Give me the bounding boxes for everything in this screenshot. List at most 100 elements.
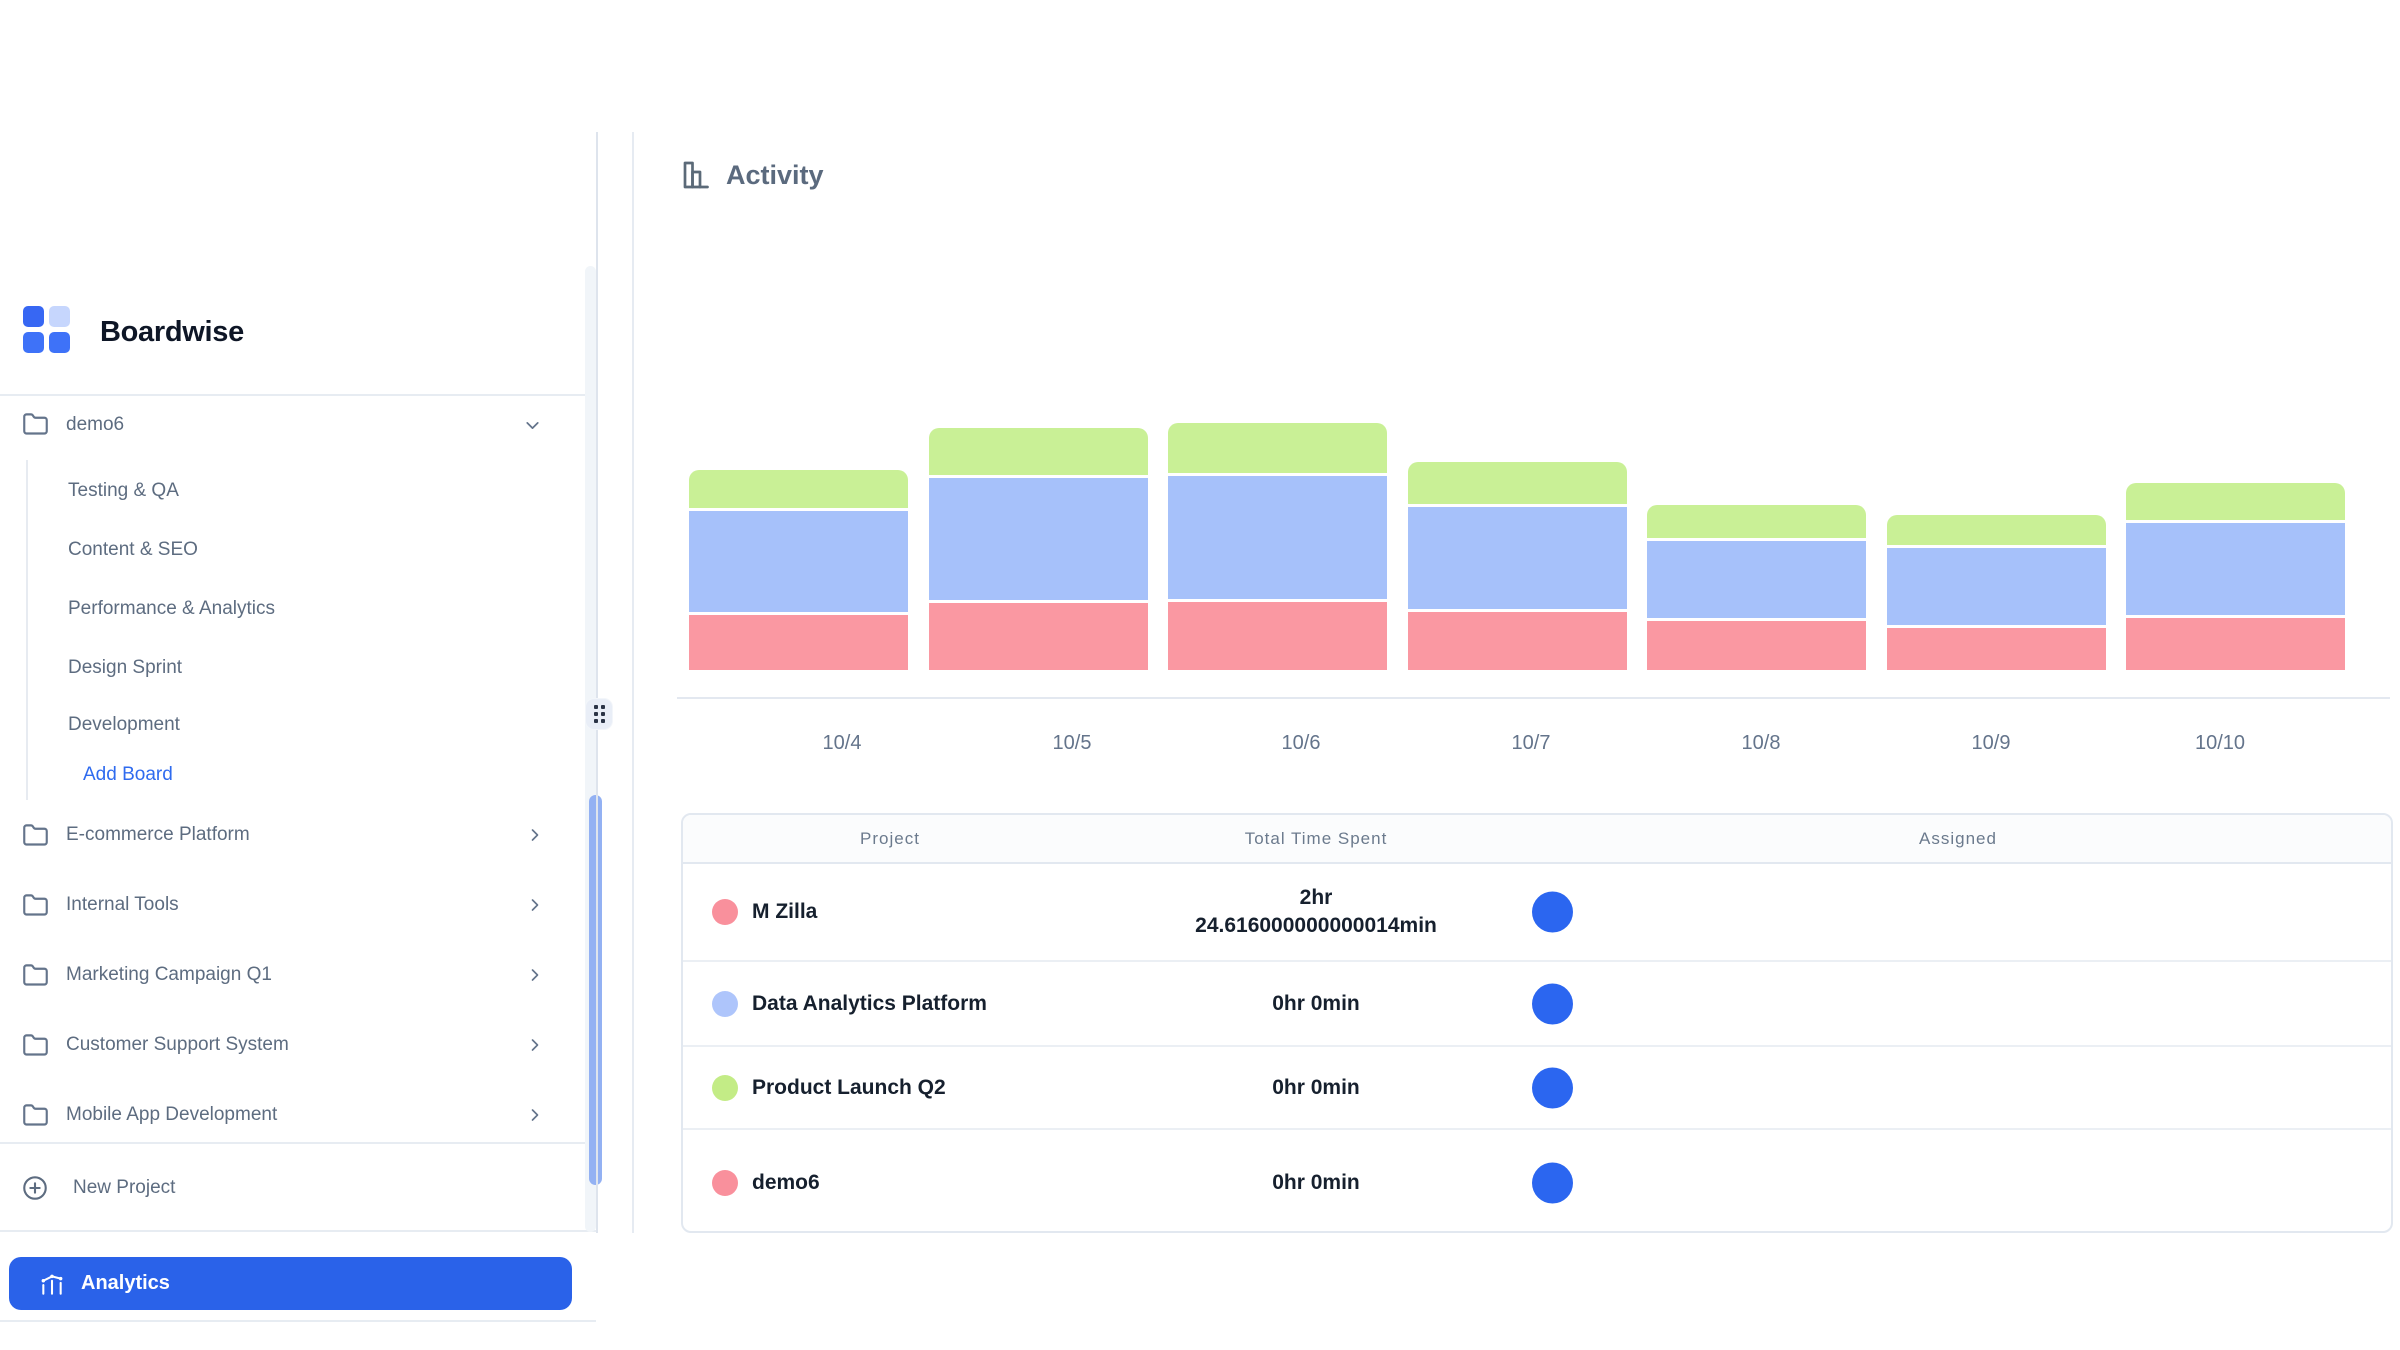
bar-segment-blue	[689, 511, 908, 612]
bar-group-10-6	[1168, 423, 1387, 670]
panel-resize-handle[interactable]	[586, 699, 612, 729]
add-board-link[interactable]: Add Board	[83, 764, 173, 785]
bar-chart-icon	[683, 161, 709, 189]
sidebar-item-label: demo6	[66, 414, 125, 435]
header-project: Project	[860, 828, 920, 848]
bar-segment-pink	[1408, 612, 1627, 670]
time-spent: 2hr 24.616000000000014min	[1195, 886, 1437, 937]
bar-segment-blue	[1168, 476, 1387, 599]
brand-logo	[23, 306, 70, 353]
table-row-product-launch-q2: Product Launch Q2 0hr 0min	[683, 1047, 2391, 1130]
sidebar-scrollbar-thumb[interactable]	[589, 795, 602, 1185]
sidebar-scrollbar-track[interactable]	[585, 266, 596, 1232]
panel-divider	[632, 132, 634, 1233]
analytics-chart-icon	[41, 1274, 63, 1295]
sidebar-item-customer-support-system[interactable]: Customer Support System	[0, 1021, 596, 1069]
time-spent: 0hr 0min	[1272, 991, 1360, 1015]
bar-segment-pink	[1647, 621, 1866, 670]
sidebar: Boardwise demo6 Testing & QA Content & SE…	[0, 130, 640, 1322]
bar-group-10-8	[1647, 505, 1866, 670]
time-spent: 0hr 0min	[1272, 1075, 1360, 1099]
bar-segment-pink	[1887, 628, 2106, 670]
bar-group-10-9	[1887, 515, 2106, 670]
bar-segment-green	[2126, 483, 2345, 520]
bar-segment-green	[1408, 462, 1627, 504]
activity-title: Activity	[726, 160, 824, 190]
project-color-dot	[712, 1169, 738, 1196]
tree-guide-line	[26, 460, 28, 800]
chevron-right-icon	[531, 899, 539, 911]
table-row-data-analytics-platform: Data Analytics Platform 0hr 0min	[683, 962, 2391, 1047]
table-header-row: Project Total Time Spent Assigned	[683, 815, 2391, 864]
x-axis-label-10-8: 10/8	[1741, 732, 1781, 754]
grip-dot	[593, 719, 598, 723]
project-color-dot	[712, 990, 738, 1017]
tree-item-development[interactable]: Development	[68, 714, 180, 735]
bar-segment-pink	[689, 615, 908, 670]
analytics-button[interactable]: Analytics	[9, 1257, 572, 1310]
bar-segment-green	[1887, 515, 2106, 545]
chevron-down-icon[interactable]	[522, 415, 543, 436]
project-name: Data Analytics Platform	[752, 991, 987, 1015]
table-row-demo6: demo6 0hr 0min	[683, 1130, 2391, 1231]
project-name: Product Launch Q2	[752, 1075, 946, 1099]
chevron-right-icon	[531, 969, 539, 981]
table-row-m-zilla: M Zilla 2hr 24.616000000000014min	[683, 864, 2391, 962]
sidebar-item-mobile-app-development[interactable]: Mobile App Development	[0, 1091, 596, 1139]
folder-icon	[23, 1103, 48, 1126]
sidebar-item-marketing-campaign-q1[interactable]: Marketing Campaign Q1	[0, 951, 596, 999]
folder-icon	[23, 963, 48, 986]
grip-dot	[600, 712, 605, 716]
new-project-button[interactable]: New Project	[0, 1164, 596, 1212]
x-axis-label-10-7: 10/7	[1511, 732, 1551, 754]
sidebar-item-e-commerce-platform[interactable]: E-commerce Platform	[0, 811, 596, 859]
logo-square	[49, 306, 70, 327]
chevron-right-icon	[531, 1109, 539, 1121]
plus-circle-icon	[23, 1176, 47, 1200]
bar-group-10-5	[929, 428, 1148, 670]
x-axis-label-10-10: 10/10	[2194, 732, 2246, 754]
bar-segment-green	[689, 470, 908, 508]
project-color-dot	[712, 1074, 738, 1101]
assignee-avatar[interactable]	[1532, 983, 1573, 1024]
x-axis-label-10-5: 10/5	[1052, 732, 1092, 754]
assignee-avatar[interactable]	[1532, 1067, 1573, 1108]
assignee-avatar[interactable]	[1532, 1162, 1573, 1203]
assignee-avatar[interactable]	[1532, 891, 1573, 933]
sidebar-item-label: Internal Tools	[66, 894, 179, 915]
chevron-right-icon	[531, 829, 539, 841]
tree-item-testing-qa[interactable]: Testing & QA	[68, 480, 179, 501]
bar-group-10-10	[2126, 483, 2345, 670]
sidebar-item-label: E-commerce Platform	[66, 824, 250, 845]
project-color-dot	[712, 899, 738, 925]
grip-dot	[600, 719, 605, 723]
bar-segment-blue	[929, 478, 1148, 600]
bar-segment-green	[1647, 505, 1866, 538]
sidebar-item-demo6[interactable]: demo6	[0, 401, 596, 449]
folder-icon	[23, 823, 48, 846]
bar-group-10-7	[1408, 462, 1627, 670]
bar-segment-pink	[2126, 618, 2345, 670]
brand-title: Boardwise	[100, 316, 244, 348]
folder-icon	[23, 893, 48, 916]
bar-segment-green	[929, 428, 1148, 475]
tree-item-performance-analytics[interactable]: Performance & Analytics	[68, 598, 275, 619]
sidebar-divider-projects	[0, 1142, 596, 1144]
sidebar-divider-top	[0, 394, 596, 396]
x-axis-label-10-6: 10/6	[1281, 732, 1321, 754]
tree-item-content-seo[interactable]: Content & SEO	[68, 539, 198, 560]
x-axis-label-10-4: 10/4	[822, 732, 862, 754]
sidebar-divider-bottom	[0, 1320, 596, 1322]
tree-item-design-sprint[interactable]: Design Sprint	[68, 657, 183, 678]
time-spent: 0hr 0min	[1272, 1170, 1360, 1194]
bar-segment-pink	[929, 603, 1148, 670]
bar-segment-green	[1168, 423, 1387, 473]
grip-dot	[593, 705, 598, 709]
bar-segment-pink	[1168, 602, 1387, 670]
sidebar-item-internal-tools[interactable]: Internal Tools	[0, 881, 596, 929]
grip-dot	[600, 705, 605, 709]
logo-square	[23, 306, 44, 327]
sidebar-border	[596, 132, 598, 1233]
bar-segment-blue	[1647, 541, 1866, 618]
bar-segment-blue	[1887, 548, 2106, 625]
